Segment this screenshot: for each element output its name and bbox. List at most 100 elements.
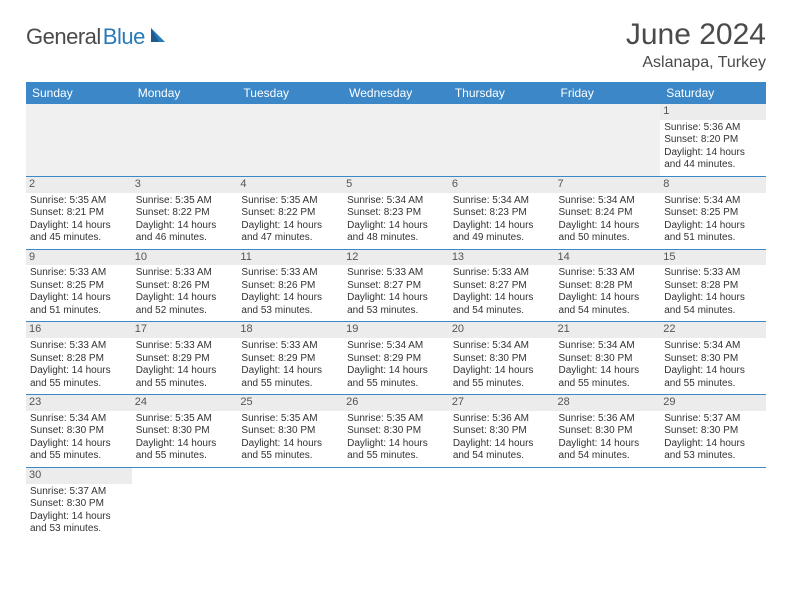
day-number: 10 [132,250,238,266]
daylight-text: Daylight: 14 hours and 54 minutes. [453,438,551,463]
sunrise-text: Sunrise: 5:36 AM [664,122,762,135]
day-details: Sunrise: 5:34 AMSunset: 8:23 PMDaylight:… [453,195,551,245]
calendar-day-cell: 23Sunrise: 5:34 AMSunset: 8:30 PMDayligh… [26,395,132,468]
daylight-text: Daylight: 14 hours and 54 minutes. [664,292,762,317]
sunrise-text: Sunrise: 5:35 AM [347,413,445,426]
calendar-day-cell [343,104,449,176]
daylight-text: Daylight: 14 hours and 52 minutes. [136,292,234,317]
sunset-text: Sunset: 8:30 PM [30,498,128,511]
day-details: Sunrise: 5:37 AMSunset: 8:30 PMDaylight:… [664,413,762,463]
sunset-text: Sunset: 8:30 PM [136,425,234,438]
calendar-day-cell: 19Sunrise: 5:34 AMSunset: 8:29 PMDayligh… [343,322,449,395]
calendar-day-cell: 12Sunrise: 5:33 AMSunset: 8:27 PMDayligh… [343,249,449,322]
sunset-text: Sunset: 8:30 PM [347,425,445,438]
calendar-day-cell [132,104,238,176]
day-number: 18 [237,322,343,338]
logo-sail-icon [149,26,169,44]
day-details: Sunrise: 5:33 AMSunset: 8:26 PMDaylight:… [136,267,234,317]
day-number: 7 [555,177,661,193]
sunrise-text: Sunrise: 5:33 AM [136,267,234,280]
sunset-text: Sunset: 8:29 PM [136,353,234,366]
calendar-day-cell: 25Sunrise: 5:35 AMSunset: 8:30 PMDayligh… [237,395,343,468]
sunrise-text: Sunrise: 5:35 AM [136,413,234,426]
sunset-text: Sunset: 8:23 PM [347,207,445,220]
sunrise-text: Sunrise: 5:36 AM [559,413,657,426]
daylight-text: Daylight: 14 hours and 55 minutes. [559,365,657,390]
calendar-day-cell: 6Sunrise: 5:34 AMSunset: 8:23 PMDaylight… [449,176,555,249]
day-number: 8 [660,177,766,193]
sunrise-text: Sunrise: 5:34 AM [664,195,762,208]
calendar-day-cell: 11Sunrise: 5:33 AMSunset: 8:26 PMDayligh… [237,249,343,322]
sunrise-text: Sunrise: 5:33 AM [559,267,657,280]
calendar-day-cell: 2Sunrise: 5:35 AMSunset: 8:21 PMDaylight… [26,176,132,249]
calendar-day-cell [449,467,555,539]
calendar-day-cell: 4Sunrise: 5:35 AMSunset: 8:22 PMDaylight… [237,176,343,249]
daylight-text: Daylight: 14 hours and 50 minutes. [559,220,657,245]
sunrise-text: Sunrise: 5:34 AM [347,340,445,353]
daylight-text: Daylight: 14 hours and 51 minutes. [664,220,762,245]
sunset-text: Sunset: 8:30 PM [664,353,762,366]
daylight-text: Daylight: 14 hours and 44 minutes. [664,147,762,172]
daylight-text: Daylight: 14 hours and 55 minutes. [30,365,128,390]
calendar-week-row: 30Sunrise: 5:37 AMSunset: 8:30 PMDayligh… [26,467,766,539]
calendar-week-row: 1Sunrise: 5:36 AMSunset: 8:20 PMDaylight… [26,104,766,176]
day-number: 22 [660,322,766,338]
sunset-text: Sunset: 8:22 PM [241,207,339,220]
day-number: 13 [449,250,555,266]
daylight-text: Daylight: 14 hours and 55 minutes. [136,438,234,463]
sunset-text: Sunset: 8:30 PM [559,425,657,438]
daylight-text: Daylight: 14 hours and 45 minutes. [30,220,128,245]
day-details: Sunrise: 5:37 AMSunset: 8:30 PMDaylight:… [30,486,128,536]
daylight-text: Daylight: 14 hours and 55 minutes. [241,438,339,463]
calendar-day-cell [555,104,661,176]
logo-text-blue: Blue [103,24,145,50]
daylight-text: Daylight: 14 hours and 54 minutes. [453,292,551,317]
calendar-week-row: 16Sunrise: 5:33 AMSunset: 8:28 PMDayligh… [26,322,766,395]
sunset-text: Sunset: 8:30 PM [664,425,762,438]
sunrise-text: Sunrise: 5:35 AM [136,195,234,208]
day-number: 23 [26,395,132,411]
sunset-text: Sunset: 8:26 PM [136,280,234,293]
day-number: 2 [26,177,132,193]
calendar-day-cell: 1Sunrise: 5:36 AMSunset: 8:20 PMDaylight… [660,104,766,176]
sunset-text: Sunset: 8:30 PM [453,353,551,366]
day-details: Sunrise: 5:33 AMSunset: 8:28 PMDaylight:… [559,267,657,317]
day-number: 15 [660,250,766,266]
sunrise-text: Sunrise: 5:37 AM [30,486,128,499]
sunrise-text: Sunrise: 5:34 AM [453,340,551,353]
day-number: 17 [132,322,238,338]
day-number: 20 [449,322,555,338]
day-details: Sunrise: 5:34 AMSunset: 8:30 PMDaylight:… [453,340,551,390]
calendar-day-cell: 27Sunrise: 5:36 AMSunset: 8:30 PMDayligh… [449,395,555,468]
day-details: Sunrise: 5:33 AMSunset: 8:27 PMDaylight:… [347,267,445,317]
daylight-text: Daylight: 14 hours and 48 minutes. [347,220,445,245]
logo-text-general: General [26,24,101,50]
calendar-day-cell: 18Sunrise: 5:33 AMSunset: 8:29 PMDayligh… [237,322,343,395]
day-number: 26 [343,395,449,411]
day-details: Sunrise: 5:34 AMSunset: 8:30 PMDaylight:… [559,340,657,390]
weekday-header: Monday [132,82,238,104]
day-number: 3 [132,177,238,193]
day-number: 19 [343,322,449,338]
sunrise-text: Sunrise: 5:35 AM [241,195,339,208]
day-number: 5 [343,177,449,193]
daylight-text: Daylight: 14 hours and 55 minutes. [453,365,551,390]
day-number: 4 [237,177,343,193]
daylight-text: Daylight: 14 hours and 51 minutes. [30,292,128,317]
sunrise-text: Sunrise: 5:33 AM [136,340,234,353]
sunset-text: Sunset: 8:25 PM [30,280,128,293]
sunrise-text: Sunrise: 5:33 AM [241,340,339,353]
day-number: 27 [449,395,555,411]
daylight-text: Daylight: 14 hours and 53 minutes. [664,438,762,463]
calendar-week-row: 23Sunrise: 5:34 AMSunset: 8:30 PMDayligh… [26,395,766,468]
location: Aslanapa, Turkey [626,54,766,72]
daylight-text: Daylight: 14 hours and 55 minutes. [347,438,445,463]
sunrise-text: Sunrise: 5:36 AM [453,413,551,426]
calendar-day-cell [237,467,343,539]
sunset-text: Sunset: 8:29 PM [241,353,339,366]
day-details: Sunrise: 5:35 AMSunset: 8:30 PMDaylight:… [241,413,339,463]
sunset-text: Sunset: 8:26 PM [241,280,339,293]
day-number: 1 [660,104,766,120]
calendar-day-cell: 24Sunrise: 5:35 AMSunset: 8:30 PMDayligh… [132,395,238,468]
sunset-text: Sunset: 8:28 PM [30,353,128,366]
